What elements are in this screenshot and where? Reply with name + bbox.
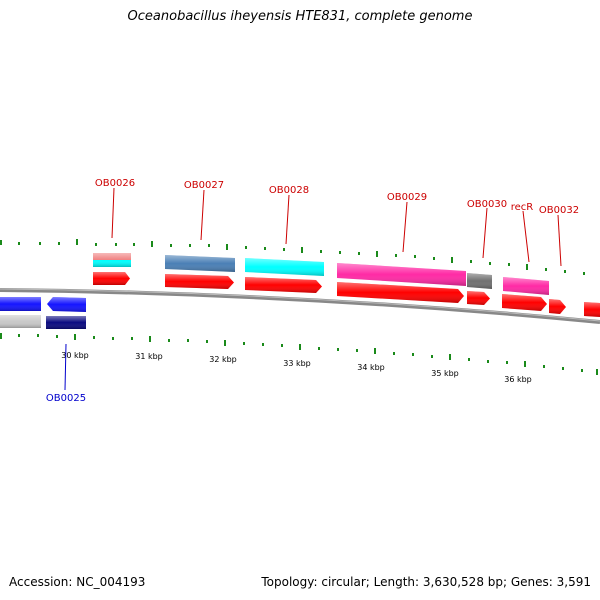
leader-lines bbox=[64, 187, 562, 391]
label-ob0032[interactable]: OB0032 bbox=[539, 205, 579, 216]
scale-label-34: 34 kbp bbox=[357, 363, 385, 372]
genome-summary-text: Topology: circular; Length: 3,630,528 bp… bbox=[261, 575, 591, 589]
map-title: Oceanobacillus iheyensis HTE831, complet… bbox=[127, 9, 473, 24]
scale-label-32: 32 kbp bbox=[209, 355, 237, 364]
label-ob0029[interactable]: OB0029 bbox=[387, 192, 427, 203]
scale-label-36: 36 kbp bbox=[504, 375, 532, 384]
label-ob0027[interactable]: OB0027 bbox=[184, 180, 224, 191]
scale-label-33: 33 kbp bbox=[283, 359, 311, 368]
scale-label-31: 31 kbp bbox=[135, 352, 163, 361]
label-recr[interactable]: recR bbox=[511, 202, 534, 213]
label-ob0028[interactable]: OB0028 bbox=[269, 185, 309, 196]
gene-labels: OB0026 OB0027 OB0028 OB0029 OB0030 recR … bbox=[46, 178, 579, 404]
outer-tick-row bbox=[0, 239, 585, 275]
scale-labels: 30 kbp 31 kbp 32 kbp 33 kbp 34 kbp 35 kb… bbox=[61, 351, 532, 384]
accession-text: Accession: NC_004193 bbox=[9, 575, 146, 589]
shading-overlay bbox=[0, 253, 600, 329]
label-ob0025[interactable]: OB0025 bbox=[46, 393, 86, 404]
scale-label-35: 35 kbp bbox=[431, 369, 459, 378]
genome-backbone bbox=[0, 288, 600, 324]
inner-tick-row bbox=[0, 333, 598, 375]
label-ob0026[interactable]: OB0026 bbox=[95, 178, 135, 189]
label-ob0030[interactable]: OB0030 bbox=[467, 199, 507, 210]
scale-label-30: 30 kbp bbox=[61, 351, 89, 360]
